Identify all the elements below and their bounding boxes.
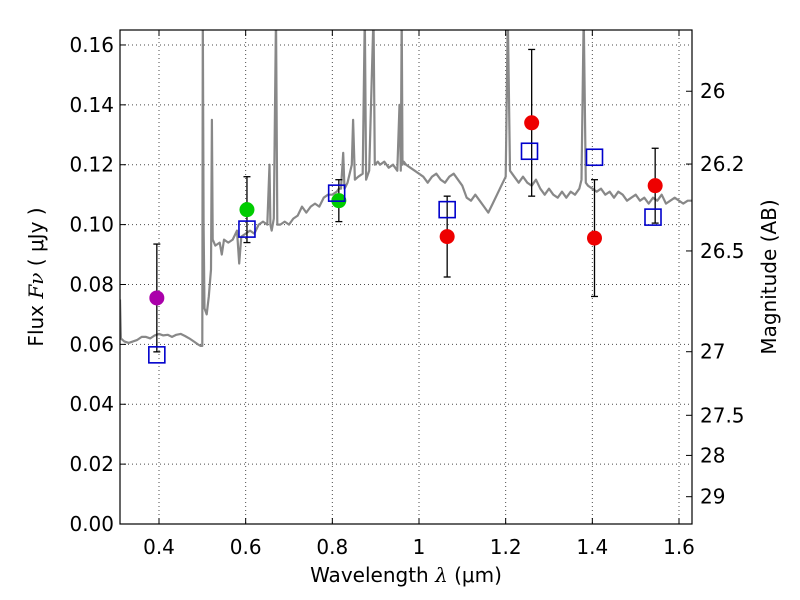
model-photometry-square <box>238 220 256 238</box>
y-tick-label: 0.08 <box>69 272 114 296</box>
x-tick-label: 1.2 <box>490 535 522 559</box>
right-tick-label: 27 <box>700 340 725 364</box>
right-axis-label: Magnitude (AB) <box>757 199 781 354</box>
y-tick-label: 0.14 <box>69 93 114 117</box>
model-spectrum-line <box>120 30 692 347</box>
y-tick-label: 0.10 <box>69 213 114 237</box>
observed-point <box>647 178 663 194</box>
observed-point <box>149 290 165 306</box>
right-tick-label: 29 <box>700 485 725 509</box>
x-tick-label: 1 <box>413 535 426 559</box>
y-tick-label: 0.16 <box>69 33 114 57</box>
x-tick-label: 0.8 <box>316 535 348 559</box>
plot-area <box>120 30 692 364</box>
y-tick-label: 0.06 <box>69 332 114 356</box>
model-photometry-square <box>327 184 346 202</box>
right-tick-label: 26.5 <box>700 239 745 263</box>
model-photometry-square <box>148 346 166 364</box>
observed-point <box>239 202 255 218</box>
right-tick-label: 26.2 <box>700 152 745 176</box>
x-tick-label: 0.4 <box>143 535 175 559</box>
observed-point <box>587 230 602 246</box>
x-tick-label: 1.6 <box>663 535 695 559</box>
observed-point <box>439 229 455 245</box>
y-tick-label: 0.12 <box>69 153 114 177</box>
ticks: 0.4 0.6 0.8 1 1.2 1.4 1.6 0.00 0.02 0.04 0.06 0.08 0… <box>69 30 745 559</box>
y-tick-label: 0.04 <box>69 392 114 416</box>
x-tick-label: 0.6 <box>230 535 262 559</box>
x-axis-label: Wavelength λ (μm) <box>310 563 502 587</box>
right-tick-label: 27.5 <box>700 403 745 427</box>
x-tick-label: 1.4 <box>576 535 608 559</box>
axes-frame <box>119 29 693 525</box>
observed-point <box>524 115 540 131</box>
model-photometry-square <box>585 148 604 167</box>
model-photometry-square <box>644 208 662 226</box>
model-photometry-square <box>438 200 456 219</box>
right-tick-label: 28 <box>700 443 725 467</box>
y-axis-label: Flux Fν ( μJy ) <box>24 207 48 346</box>
y-tick-label: 0.02 <box>69 452 114 476</box>
y-tick-label: 0.00 <box>69 512 114 536</box>
right-tick-label: 26 <box>700 79 725 103</box>
model-photometry-square <box>520 142 539 161</box>
